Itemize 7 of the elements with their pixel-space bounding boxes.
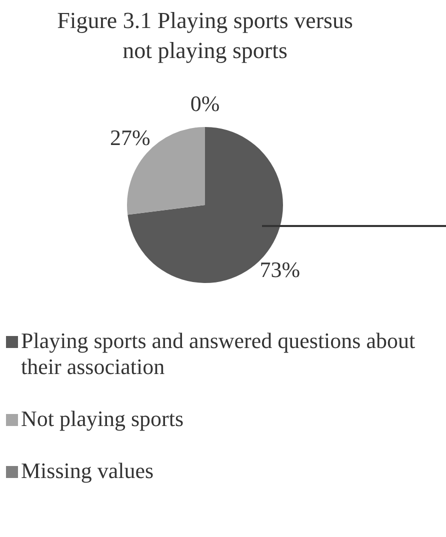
- data-label: 73%: [260, 256, 300, 282]
- legend-label: Not playing sports: [21, 406, 184, 432]
- data-label: 27%: [110, 124, 150, 150]
- legend-label: Missing values: [21, 458, 154, 484]
- chart-title: Figure 3.1 Playing sports versus not playing sports: [56, 7, 354, 65]
- text: 0%: [190, 90, 220, 116]
- legend-label: Playing sports and answered questions about their association: [21, 328, 416, 380]
